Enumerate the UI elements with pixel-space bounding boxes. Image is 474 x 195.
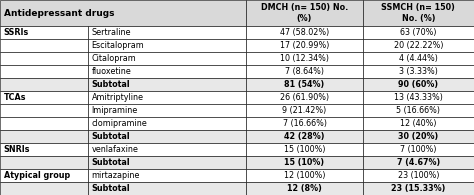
Bar: [0, 52, 88, 65]
Bar: [88, 169, 246, 182]
Bar: [363, 169, 474, 182]
Text: 7 (16.66%): 7 (16.66%): [283, 119, 327, 128]
Text: 42 (28%): 42 (28%): [284, 132, 325, 141]
Text: 9 (21.42%): 9 (21.42%): [283, 106, 327, 115]
Bar: [246, 182, 363, 195]
Text: Subtotal: Subtotal: [91, 184, 130, 193]
Bar: [363, 117, 474, 130]
Text: 47 (58.02%): 47 (58.02%): [280, 28, 329, 37]
Bar: [363, 182, 474, 195]
Bar: [246, 65, 363, 78]
Bar: [246, 117, 363, 130]
Bar: [363, 143, 474, 156]
Bar: [0, 39, 88, 52]
Text: 12 (100%): 12 (100%): [284, 171, 325, 180]
Text: Atypical group: Atypical group: [4, 171, 70, 180]
Bar: [246, 39, 363, 52]
Text: 26 (61.90%): 26 (61.90%): [280, 93, 329, 102]
Text: Subtotal: Subtotal: [91, 80, 130, 89]
Text: Sertraline: Sertraline: [91, 28, 131, 37]
Text: 7 (100%): 7 (100%): [400, 145, 437, 154]
Bar: [0, 130, 88, 143]
Text: Escitalopram: Escitalopram: [91, 41, 144, 50]
Text: 90 (60%): 90 (60%): [398, 80, 438, 89]
Text: 4 (4.44%): 4 (4.44%): [399, 54, 438, 63]
Bar: [0, 91, 88, 104]
Bar: [0, 104, 88, 117]
Bar: [88, 91, 246, 104]
Bar: [363, 130, 474, 143]
Bar: [246, 143, 363, 156]
Text: clomipramine: clomipramine: [91, 119, 147, 128]
Bar: [246, 156, 363, 169]
Text: 5 (16.66%): 5 (16.66%): [396, 106, 440, 115]
Bar: [88, 52, 246, 65]
Text: 12 (40%): 12 (40%): [400, 119, 437, 128]
Bar: [0, 26, 88, 39]
Bar: [363, 65, 474, 78]
Bar: [246, 169, 363, 182]
Bar: [88, 182, 246, 195]
Bar: [363, 52, 474, 65]
Bar: [363, 0, 474, 26]
Text: 7 (4.67%): 7 (4.67%): [397, 158, 440, 167]
Text: 23 (15.33%): 23 (15.33%): [391, 184, 446, 193]
Text: 3 (3.33%): 3 (3.33%): [399, 67, 438, 76]
Bar: [0, 65, 88, 78]
Bar: [363, 78, 474, 91]
Bar: [363, 91, 474, 104]
Text: 12 (8%): 12 (8%): [287, 184, 322, 193]
Text: SNRIs: SNRIs: [4, 145, 30, 154]
Text: 81 (54%): 81 (54%): [284, 80, 325, 89]
Text: 17 (20.99%): 17 (20.99%): [280, 41, 329, 50]
Text: 10 (12.34%): 10 (12.34%): [280, 54, 329, 63]
Text: Antidepressant drugs: Antidepressant drugs: [4, 9, 114, 18]
Bar: [246, 130, 363, 143]
Bar: [88, 78, 246, 91]
Bar: [88, 130, 246, 143]
Bar: [88, 143, 246, 156]
Text: 15 (10%): 15 (10%): [284, 158, 325, 167]
Bar: [0, 117, 88, 130]
Bar: [363, 26, 474, 39]
Bar: [246, 91, 363, 104]
Text: TCAs: TCAs: [4, 93, 26, 102]
Bar: [246, 52, 363, 65]
Bar: [246, 0, 363, 26]
Text: 15 (100%): 15 (100%): [284, 145, 325, 154]
Bar: [246, 104, 363, 117]
Text: 30 (20%): 30 (20%): [398, 132, 438, 141]
Bar: [88, 117, 246, 130]
Text: Subtotal: Subtotal: [91, 132, 130, 141]
Text: fluoxetine: fluoxetine: [91, 67, 131, 76]
Text: Imipramine: Imipramine: [91, 106, 138, 115]
Bar: [246, 26, 363, 39]
Text: 63 (70%): 63 (70%): [400, 28, 437, 37]
Bar: [0, 78, 88, 91]
Bar: [0, 156, 88, 169]
Bar: [88, 39, 246, 52]
Bar: [363, 104, 474, 117]
Bar: [88, 156, 246, 169]
Text: Citalopram: Citalopram: [91, 54, 136, 63]
Text: Subtotal: Subtotal: [91, 158, 130, 167]
Bar: [363, 39, 474, 52]
Bar: [246, 78, 363, 91]
Text: SSMCH (n= 150)
No. (%): SSMCH (n= 150) No. (%): [382, 3, 455, 23]
Bar: [88, 26, 246, 39]
Text: mirtazapine: mirtazapine: [91, 171, 140, 180]
Bar: [363, 156, 474, 169]
Bar: [0, 182, 88, 195]
Text: DMCH (n= 150) No.
(%): DMCH (n= 150) No. (%): [261, 3, 348, 23]
Text: 23 (100%): 23 (100%): [398, 171, 439, 180]
Bar: [0, 0, 246, 26]
Text: SSRIs: SSRIs: [4, 28, 29, 37]
Text: 7 (8.64%): 7 (8.64%): [285, 67, 324, 76]
Text: Amitriptyline: Amitriptyline: [91, 93, 144, 102]
Bar: [88, 104, 246, 117]
Text: 13 (43.33%): 13 (43.33%): [394, 93, 443, 102]
Bar: [0, 143, 88, 156]
Text: 20 (22.22%): 20 (22.22%): [393, 41, 443, 50]
Bar: [0, 169, 88, 182]
Bar: [88, 65, 246, 78]
